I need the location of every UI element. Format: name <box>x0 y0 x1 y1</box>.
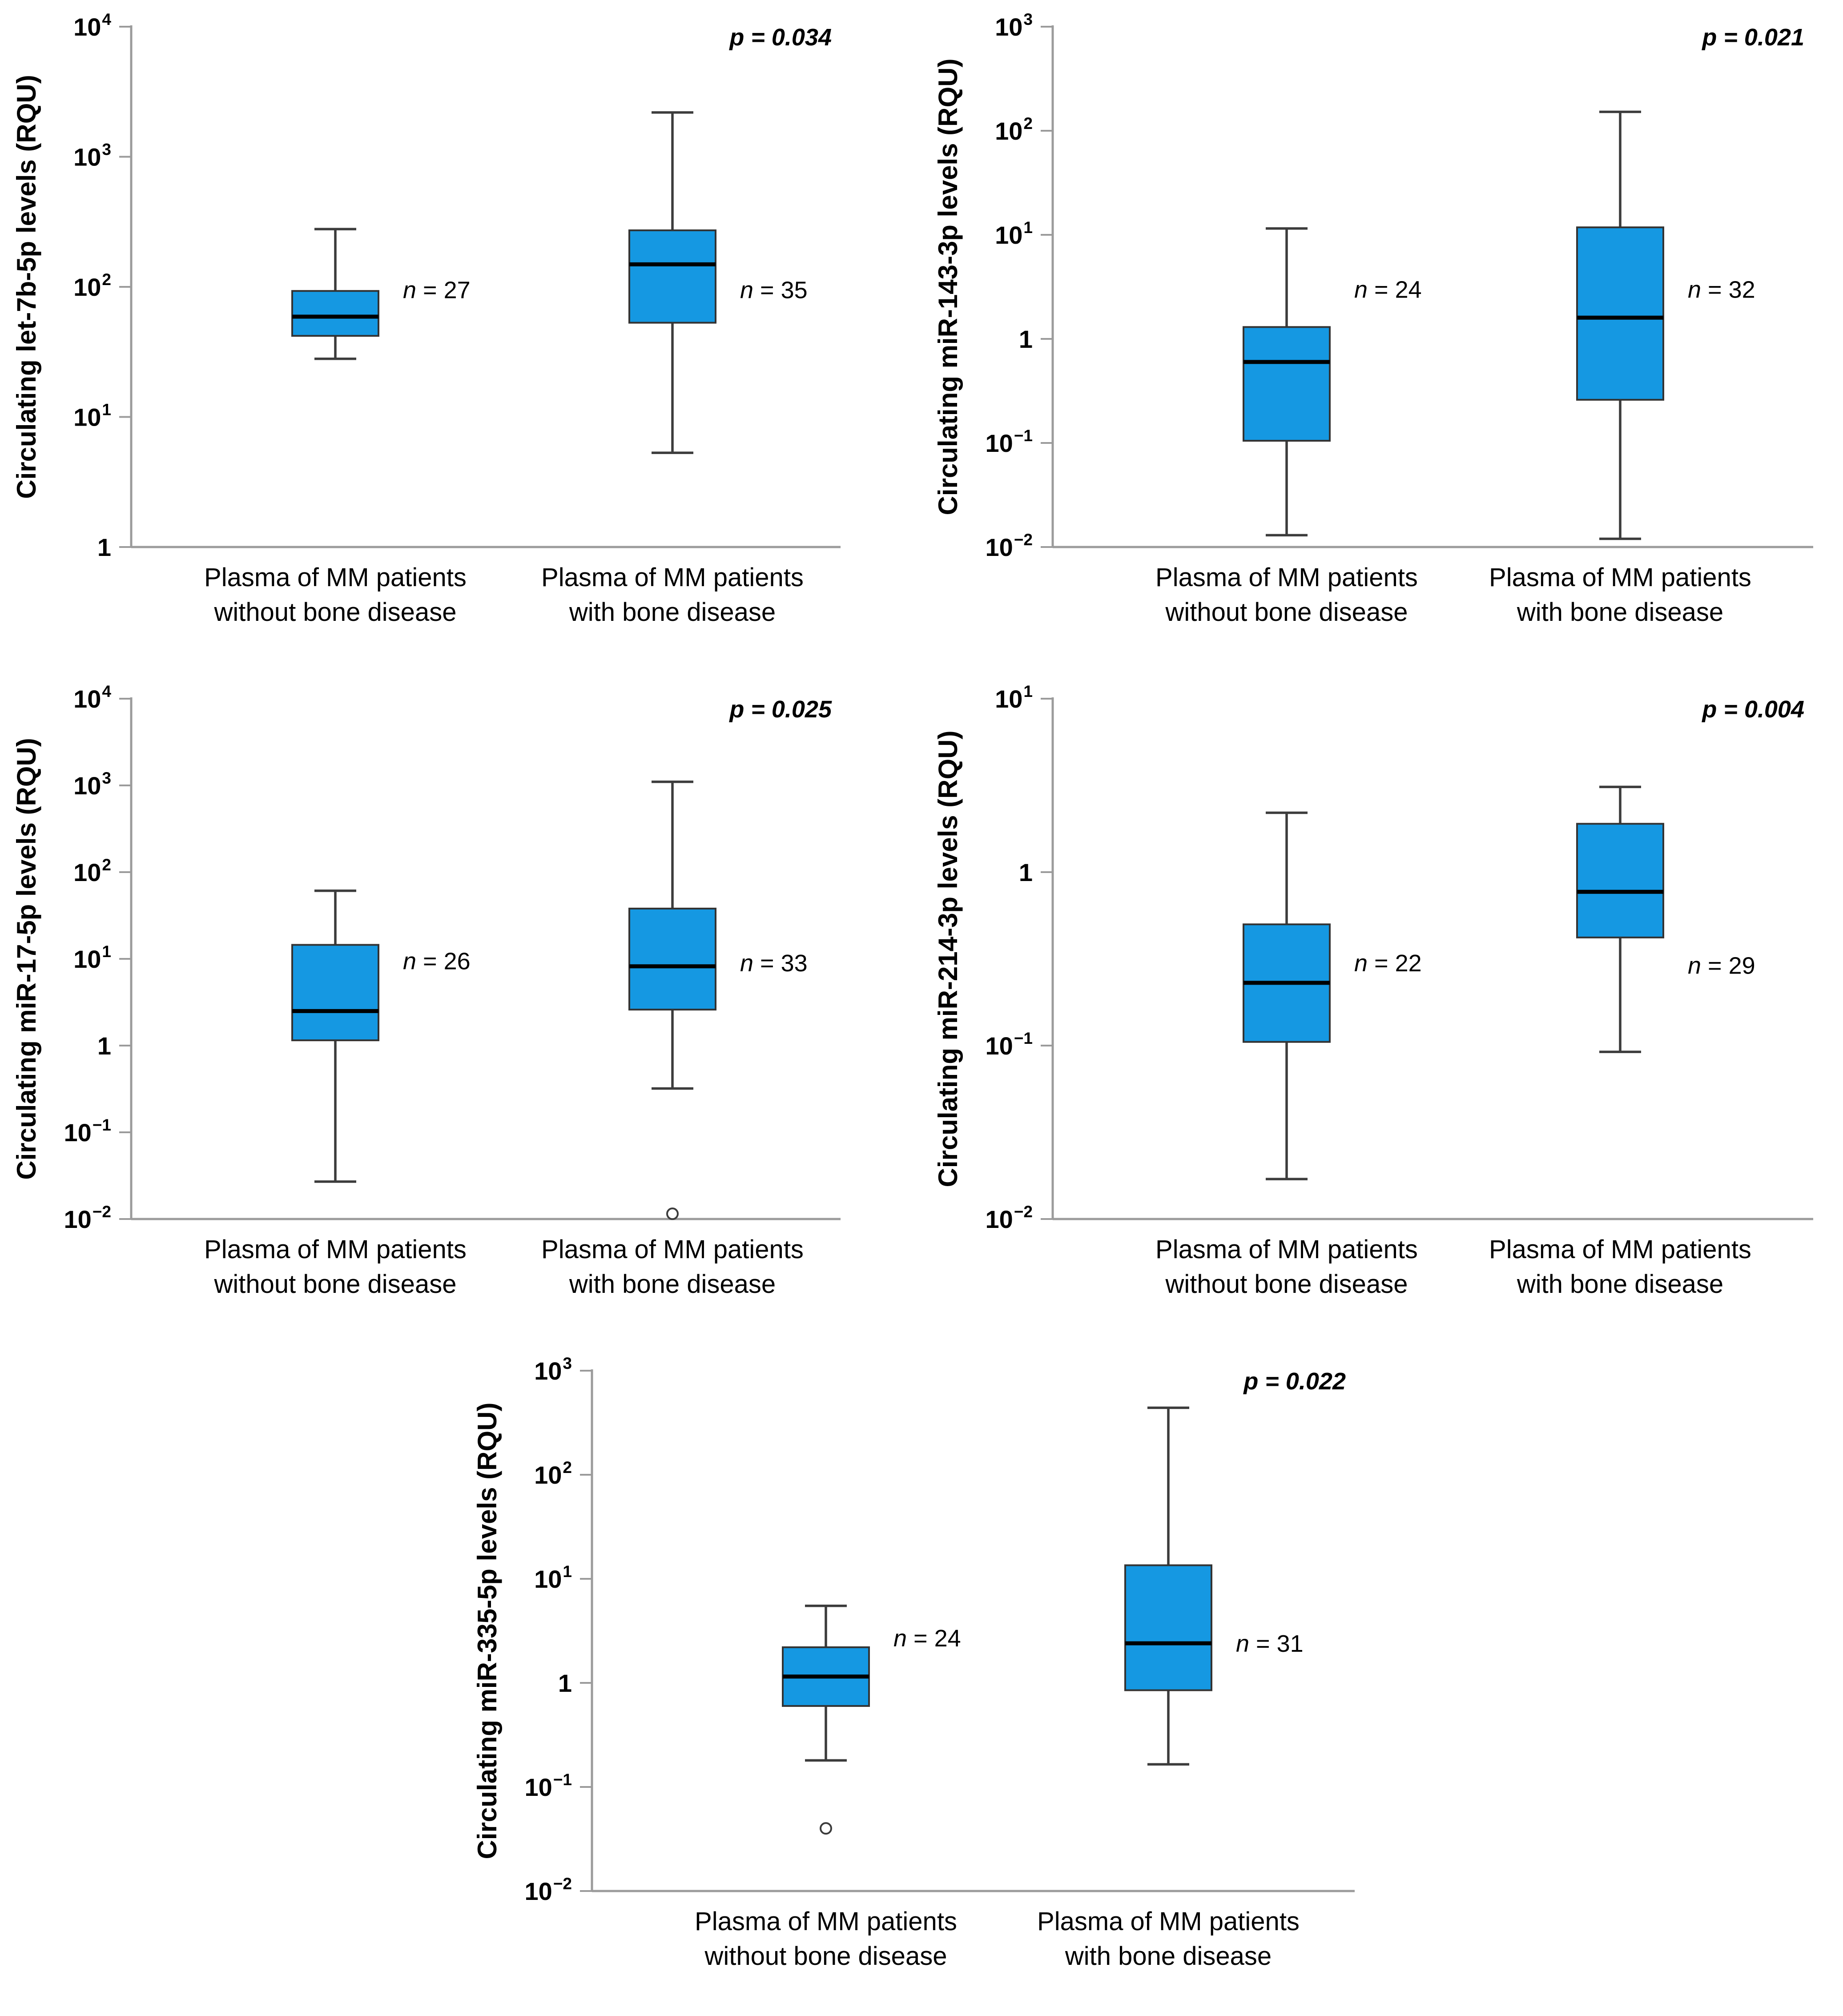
x-category-label-line2: with bone disease <box>569 598 776 627</box>
row-bottom: 103 102 101 1 10−1 10−2 Circulating miR-335-5p… <box>0 1344 1843 2016</box>
x-category-label-line2: without bone disease <box>214 598 457 627</box>
row-top: 104 103 102 101 1 Circulating let-7b-5p level… <box>0 0 1843 672</box>
y-tick-label: 10−2 <box>525 1875 572 1905</box>
n-label: n = 22 <box>1354 950 1422 977</box>
y-tick-label: 10−2 <box>986 1203 1033 1233</box>
y-tick-label: 10−1 <box>986 1029 1033 1060</box>
x-category-label-line1: Plasma of MM patients <box>1489 1235 1751 1264</box>
n-label: n = 33 <box>740 950 808 977</box>
y-tick-label: 103 <box>534 1354 572 1385</box>
chart-miR-214-3p: 101 1 10−1 10−2 Circulating miR-214-3p level… <box>933 682 1813 1299</box>
y-tick-label: 101 <box>995 682 1033 713</box>
y-tick-label: 101 <box>995 218 1033 249</box>
x-category-label-line2: without bone disease <box>214 1270 457 1299</box>
y-tick-label: 10−1 <box>986 427 1033 457</box>
p-value-label: p = 0.021 <box>1701 24 1804 51</box>
iqr-box <box>628 907 716 1011</box>
x-category-label-line2: with bone disease <box>1517 1270 1723 1299</box>
panel-let-7b-5p: 104 103 102 101 1 Circulating let-7b-5p level… <box>0 0 922 672</box>
y-tick-label: 103 <box>73 769 111 800</box>
y-tick-label: 1 <box>1019 325 1033 353</box>
y-tick-label: 102 <box>534 1458 572 1489</box>
y-tick-label: 10−1 <box>64 1116 111 1147</box>
x-category-label-line2: with bone disease <box>1517 598 1723 627</box>
x-category-label-line2: without bone disease <box>1165 1270 1408 1299</box>
iqr-box <box>1576 823 1664 938</box>
x-category-label-line1: Plasma of MM patients <box>1489 563 1751 592</box>
y-axis-label: Circulating miR-214-3p levels (RQU) <box>933 731 963 1187</box>
x-category-label-line2: without bone disease <box>1165 598 1408 627</box>
y-tick-label: 103 <box>73 141 111 171</box>
x-category-label-line1: Plasma of MM patients <box>541 563 804 592</box>
x-category-label-line1: Plasma of MM patients <box>1155 563 1418 592</box>
n-label: n = 24 <box>1354 276 1422 303</box>
chart-miR-17-5p: 104 103 102 101 1 10−1 10−2 Circulating miR-17-… <box>12 682 841 1299</box>
n-label: n = 29 <box>1688 953 1755 979</box>
y-tick-label: 104 <box>73 10 111 41</box>
x-category-label-line2: with bone disease <box>1065 1942 1272 1971</box>
y-tick-label: 101 <box>73 401 111 431</box>
y-tick-label: 1 <box>97 1032 111 1060</box>
chart-miR-335-5p: 103 102 101 1 10−1 10−2 Circulating miR-335-5p… <box>472 1354 1355 1971</box>
row-middle: 104 103 102 101 1 10−1 10−2 Circulating miR-17-… <box>0 672 1843 1344</box>
n-label: n = 32 <box>1688 276 1755 303</box>
p-value-label: p = 0.025 <box>728 696 832 723</box>
y-tick-label: 1 <box>558 1669 572 1697</box>
panel-miR-335-5p: 103 102 101 1 10−1 10−2 Circulating miR-335-5p… <box>461 1344 1382 2016</box>
chart-let-7b-5p: 104 103 102 101 1 Circulating let-7b-5p level… <box>12 10 841 627</box>
n-label: n = 27 <box>403 277 471 304</box>
y-tick-label: 103 <box>995 10 1033 41</box>
n-label: n = 24 <box>893 1625 961 1652</box>
n-label: n = 31 <box>1236 1630 1304 1657</box>
y-tick-label: 101 <box>534 1562 572 1593</box>
y-tick-label: 102 <box>73 270 111 301</box>
y-axis-label: Circulating let-7b-5p levels (RQU) <box>12 75 41 499</box>
x-category-label-line1: Plasma of MM patients <box>541 1235 804 1264</box>
iqr-box <box>291 290 379 337</box>
iqr-box <box>628 229 716 324</box>
n-label: n = 35 <box>740 277 808 304</box>
y-tick-label: 10−1 <box>525 1771 572 1801</box>
x-category-label-line2: without bone disease <box>704 1942 947 1971</box>
y-tick-label: 1 <box>1019 858 1033 886</box>
x-category-label-line2: with bone disease <box>569 1270 776 1299</box>
iqr-box <box>1576 226 1664 401</box>
panel-miR-143-3p: 103 102 101 1 10−1 10−2 Circulating miR-143-3p… <box>922 0 1843 672</box>
y-axis-label: Circulating miR-143-3p levels (RQU) <box>933 59 963 515</box>
x-category-label-line1: Plasma of MM patients <box>695 1907 957 1936</box>
y-tick-label: 102 <box>995 114 1033 145</box>
panel-miR-17-5p: 104 103 102 101 1 10−1 10−2 Circulating miR-17-… <box>0 672 922 1344</box>
chart-miR-143-3p: 103 102 101 1 10−1 10−2 Circulating miR-143-3p… <box>933 10 1813 627</box>
y-tick-label: 10−2 <box>986 531 1033 561</box>
y-tick-label: 1 <box>97 533 111 561</box>
p-value-label: p = 0.034 <box>728 24 832 51</box>
iqr-box <box>1243 326 1331 442</box>
iqr-box <box>291 944 379 1042</box>
y-axis-label: Circulating miR-335-5p levels (RQU) <box>472 1403 502 1859</box>
outlier-point <box>666 1207 679 1220</box>
y-tick-label: 102 <box>73 856 111 886</box>
y-tick-label: 101 <box>73 942 111 973</box>
y-axis-label: Circulating miR-17-5p levels (RQU) <box>12 738 41 1180</box>
x-category-label-line1: Plasma of MM patients <box>1155 1235 1418 1264</box>
x-category-label-line1: Plasma of MM patients <box>204 1235 467 1264</box>
iqr-box <box>1124 1564 1212 1691</box>
p-value-label: p = 0.022 <box>1243 1368 1346 1395</box>
y-tick-label: 104 <box>73 682 111 713</box>
outlier-point <box>820 1822 832 1835</box>
x-category-label-line1: Plasma of MM patients <box>204 563 467 592</box>
p-value-label: p = 0.004 <box>1701 696 1804 723</box>
x-category-label-line1: Plasma of MM patients <box>1037 1907 1300 1936</box>
panel-miR-214-3p: 101 1 10−1 10−2 Circulating miR-214-3p level… <box>922 672 1843 1344</box>
y-tick-label: 10−2 <box>64 1203 111 1233</box>
n-label: n = 26 <box>403 948 471 974</box>
